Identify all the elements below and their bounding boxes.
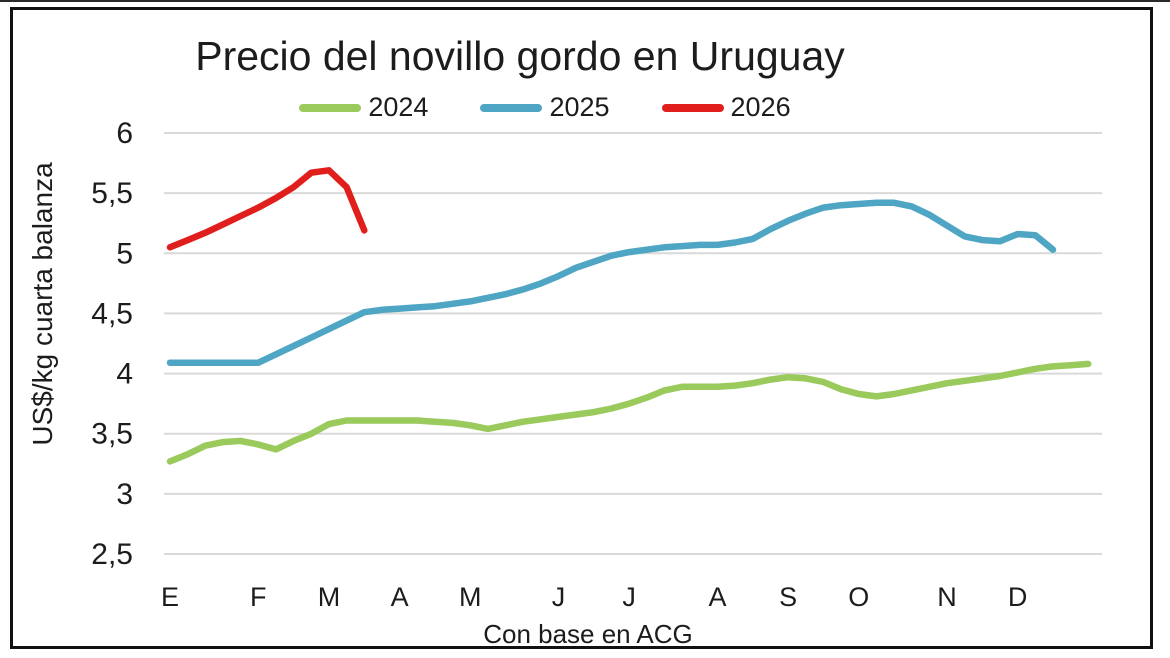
x-tick-label-J-6: J (622, 582, 636, 612)
x-tick-label-N-10: N (937, 582, 957, 612)
y-tick-label-4: 4 (116, 358, 133, 391)
legend-item-2025: 2025 (480, 92, 610, 123)
x-tick-label-A-7: A (708, 582, 726, 612)
x-tick-label-D-11: D (1008, 582, 1028, 612)
y-tick-label-5: 5 (116, 237, 133, 270)
y-tick-label-2,5: 2,5 (91, 538, 133, 571)
x-tick-label-A-3: A (391, 582, 409, 612)
series-2024-line (166, 360, 1092, 465)
x-tick-label-S-8: S (779, 582, 797, 612)
series-2026-line (166, 167, 368, 251)
x-tick-label-F-1: F (250, 582, 267, 612)
chart-frame (10, 7, 1153, 649)
y-tick-label-6: 6 (116, 117, 133, 150)
legend-item-2024: 2024 (299, 92, 428, 123)
x-tick-label-O-9: O (848, 582, 869, 612)
y-tick-label-5,5: 5,5 (91, 177, 133, 210)
legend-swatch-2026-line-icon (661, 103, 724, 112)
legend: 2024 2025 2026 (0, 92, 1090, 123)
legend-label-2024: 2024 (368, 92, 429, 122)
x-tick-label-M-2: M (318, 582, 341, 612)
chart-title: Precio del novillo gordo en Uruguay (195, 33, 845, 79)
legend-label-2026: 2026 (730, 92, 791, 122)
y-tick-label-4,5: 4,5 (91, 297, 133, 330)
legend-item-2026: 2026 (661, 92, 791, 123)
x-axis-caption: Con base en ACG (483, 619, 693, 649)
x-tick-label-J-5: J (552, 582, 566, 612)
y-tick-label-3,5: 3,5 (91, 418, 133, 451)
y-tick-label-3: 3 (116, 478, 133, 511)
window-top-edge (0, 0, 1170, 2)
x-tick-label-M-4: M (459, 582, 482, 612)
legend-swatch-2025-line-icon (480, 103, 543, 112)
legend-swatch-2024-line-icon (299, 103, 362, 112)
x-tick-label-E-0: E (161, 582, 179, 612)
series-2025-line (166, 199, 1057, 366)
legend-label-2025: 2025 (549, 92, 610, 122)
